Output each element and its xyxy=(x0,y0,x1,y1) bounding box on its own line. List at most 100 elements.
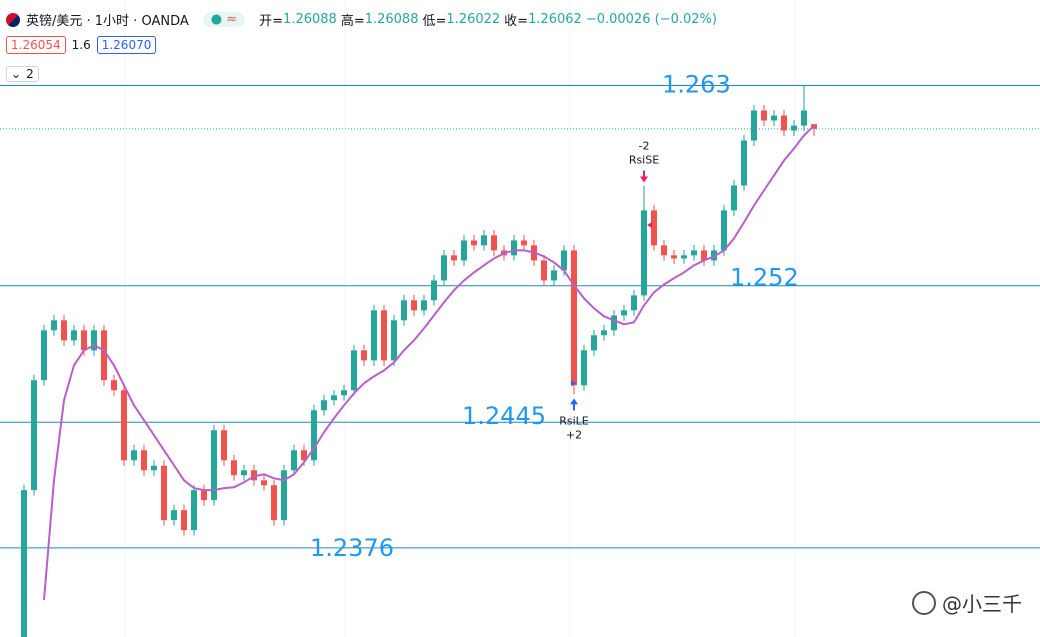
collapse-count: 2 xyxy=(26,67,34,81)
candle-body xyxy=(641,210,647,296)
quote-bar: 1.26054 1.6 1.26070 xyxy=(6,36,162,54)
candle-body xyxy=(601,330,607,336)
candle-body xyxy=(191,490,197,531)
candle-body xyxy=(131,450,137,461)
candle-body xyxy=(291,450,297,471)
bid-price[interactable]: 1.26054 xyxy=(6,36,66,54)
candle-body xyxy=(401,300,407,321)
candle-body xyxy=(81,330,87,351)
candle-body xyxy=(631,295,637,311)
candle-body xyxy=(421,300,427,311)
high-value: 1.26088 xyxy=(364,12,419,27)
low-label: 低= xyxy=(422,14,447,29)
candle-body xyxy=(21,490,27,637)
candle-body xyxy=(161,465,167,521)
open-value: 1.26088 xyxy=(283,12,337,27)
candle-body xyxy=(311,410,317,461)
price-line-label: 1.2445 xyxy=(462,402,546,430)
candle-body xyxy=(561,250,567,271)
candle-body xyxy=(71,330,77,341)
signal-qty: -2 xyxy=(639,139,650,152)
candle-body xyxy=(731,185,737,211)
chevron-icon: ⌄ xyxy=(11,67,22,81)
watermark-text: @小三千 xyxy=(942,592,1022,616)
signal-arrow xyxy=(640,170,648,183)
watermark: @小三千 xyxy=(912,588,1022,617)
candle-body xyxy=(451,255,457,261)
signal-name: RsiLE xyxy=(559,414,589,427)
candle-body xyxy=(371,310,377,361)
watermark-icon xyxy=(912,590,936,615)
candle-body xyxy=(121,390,127,461)
candle-body xyxy=(31,380,37,491)
candle-body xyxy=(691,250,697,256)
candle-body xyxy=(651,210,657,246)
candle-body xyxy=(361,350,367,361)
candle-body xyxy=(151,465,157,471)
candle-body xyxy=(471,240,477,246)
candle-body xyxy=(721,210,727,251)
candle-body xyxy=(341,390,347,396)
badge-icon: ≈ xyxy=(226,12,238,27)
candle-body xyxy=(621,310,627,316)
close-label: 收= xyxy=(504,14,529,29)
candle-body xyxy=(491,235,497,251)
candle-body xyxy=(441,255,447,281)
candle-body xyxy=(331,395,337,401)
candle-body xyxy=(271,485,277,521)
candle-body xyxy=(381,310,387,361)
signal-qty: +2 xyxy=(566,428,582,441)
candle-body xyxy=(51,320,57,331)
signal-arrow xyxy=(570,398,578,411)
candle-body xyxy=(751,110,757,141)
symbol-title: 英镑/美元 · 1小时 · OANDA xyxy=(26,14,189,29)
ask-price[interactable]: 1.26070 xyxy=(96,36,157,54)
candle-body xyxy=(351,350,357,391)
market-badge[interactable]: ● ≈ xyxy=(202,12,246,27)
candle-body xyxy=(411,300,417,311)
signal-name: RsiSE xyxy=(629,153,659,166)
price-line-label: 1.252 xyxy=(730,264,799,292)
candle-body xyxy=(661,245,667,256)
candle-body xyxy=(91,330,97,351)
price-line-label: 1.263 xyxy=(662,71,731,99)
candle-body xyxy=(781,115,787,131)
candle-body xyxy=(771,115,777,121)
candle-body xyxy=(521,240,527,246)
open-label: 开= xyxy=(259,14,284,29)
candle-body xyxy=(111,380,117,391)
candle-body xyxy=(791,125,797,131)
signal-marker xyxy=(571,380,576,387)
candle-body xyxy=(671,255,677,259)
candle-body xyxy=(171,510,177,521)
candle-body xyxy=(181,510,187,531)
symbol-bar: 英镑/美元 · 1小时 · OANDA ● ≈ 开= 1.26088 高= 1.26… xyxy=(6,10,721,29)
candle-body xyxy=(551,270,557,281)
candle-body xyxy=(391,320,397,361)
candle-body xyxy=(511,240,517,256)
candle-body xyxy=(801,110,807,126)
candle-body xyxy=(61,320,67,341)
candle-body xyxy=(141,450,147,471)
candle-body xyxy=(101,330,107,381)
signal-marker xyxy=(647,222,652,229)
candle-body xyxy=(581,350,587,386)
candle-body xyxy=(591,335,597,351)
candle-body xyxy=(231,460,237,476)
candle-body xyxy=(41,330,47,381)
change: −0.00026 (−0.02%) xyxy=(585,12,717,27)
candle-body xyxy=(261,480,267,486)
candle-body xyxy=(761,110,767,121)
collapse-button[interactable]: ⌄ 2 xyxy=(6,66,39,82)
candle-body xyxy=(741,140,747,186)
candle-body xyxy=(281,470,287,521)
candle-body xyxy=(611,315,617,331)
candle-body xyxy=(681,255,687,259)
candle-body xyxy=(541,260,547,281)
spread: 1.6 xyxy=(71,38,91,52)
candle-body xyxy=(321,400,327,411)
candle-body xyxy=(221,430,227,461)
candle-body xyxy=(431,280,437,301)
